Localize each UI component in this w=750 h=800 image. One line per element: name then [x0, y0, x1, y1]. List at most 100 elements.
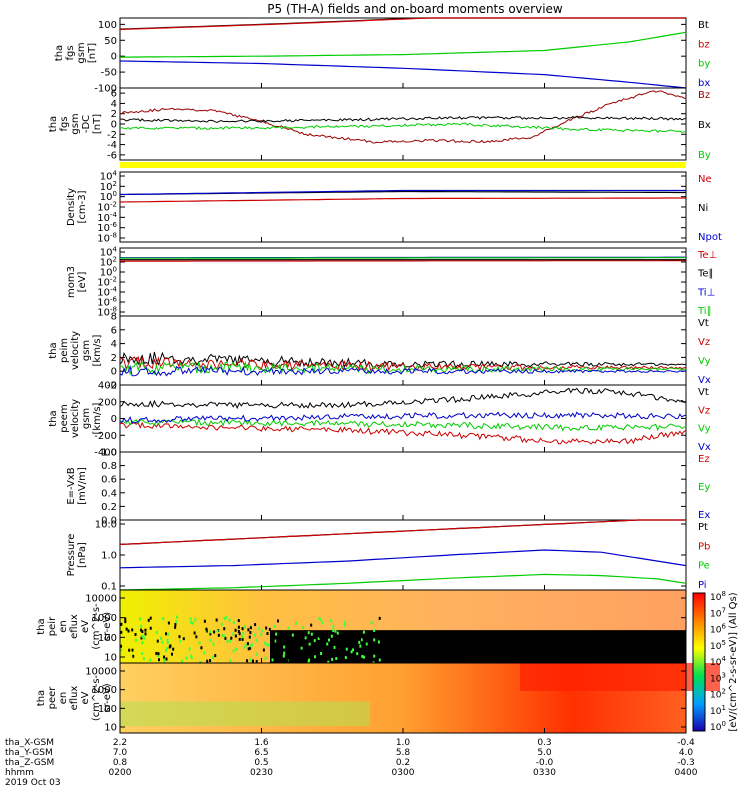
legend-ti: Ti∥: [697, 306, 712, 317]
ion-pixel: [203, 651, 206, 655]
legend-bx: bx: [698, 78, 710, 89]
y-axis-label: sr-eV): [102, 683, 113, 712]
ion-pixel: [209, 630, 212, 634]
ion-pixel: [306, 645, 309, 649]
series-line-vz: [119, 355, 687, 372]
colorbar-tick-label: 104: [710, 655, 726, 668]
ion-pixel: [182, 637, 185, 641]
xaxis-value: 2.2: [113, 738, 127, 748]
ion-pixel: [120, 622, 123, 626]
y-tick-label: 0: [111, 367, 117, 378]
ion-pixel: [172, 647, 175, 651]
ion-pixel: [149, 626, 152, 630]
xaxis-value: 0230: [250, 768, 273, 778]
ion-pixel: [249, 626, 252, 630]
y-tick-label: -6: [107, 150, 117, 161]
xaxis-value: 5.8: [396, 748, 411, 758]
y-tick-label: 100: [98, 20, 117, 31]
colorbar-tick-label: 107: [710, 606, 726, 619]
ion-pixel: [283, 645, 286, 649]
y-tick-label: 0.6: [101, 475, 117, 486]
y-tick-label: 200: [98, 397, 117, 408]
ion-pixel: [163, 659, 166, 663]
y-tick-label: 4: [111, 99, 117, 110]
ion-pixel: [165, 648, 168, 652]
series-line-vx: [119, 364, 687, 377]
electron-high-energy-band: [520, 663, 720, 691]
ion-pixel: [237, 619, 240, 623]
y-tick-label: 0.4: [101, 488, 117, 499]
xaxis-value: 0.2: [396, 758, 410, 768]
ion-pixel: [143, 636, 146, 640]
ion-pixel: [205, 627, 208, 631]
y-axis-label: peim: [59, 338, 70, 363]
ion-pixel: [336, 652, 339, 656]
ion-pixel: [134, 633, 137, 637]
ion-pixel: [284, 653, 287, 657]
ion-pixel: [255, 639, 258, 643]
panel-frame: [119, 315, 687, 386]
ion-pixel: [241, 627, 244, 631]
ion-pixel: [247, 628, 250, 632]
ion-pixel: [376, 631, 379, 635]
ion-pixel: [300, 649, 303, 653]
legend-bx: Bx: [698, 120, 711, 131]
legend-vy: Vy: [698, 356, 711, 367]
xaxis-value: 0.3: [537, 738, 551, 748]
xaxis-value: 1.0: [396, 738, 411, 748]
y-axis-label: (cm^2-s-: [91, 603, 102, 650]
ion-pixel: [276, 619, 279, 623]
y-tick-label: 10: [104, 723, 117, 734]
legend-by: by: [698, 59, 710, 70]
ion-pixel: [330, 634, 333, 638]
ion-pixel: [307, 660, 310, 664]
ion-pixel: [166, 638, 169, 642]
y-tick-label: -50: [101, 68, 117, 79]
ion-pixel: [244, 625, 247, 629]
y-tick-label: 0.2: [101, 502, 117, 513]
ion-pixel: [167, 632, 170, 636]
legend-vz: Vz: [698, 405, 710, 416]
xaxis-value: 0.5: [254, 758, 268, 768]
ion-pixel: [161, 640, 164, 644]
ion-pixel: [128, 648, 131, 652]
ion-pixel: [238, 632, 241, 636]
ion-pixel: [289, 632, 292, 636]
legend-by: By: [698, 150, 711, 161]
ion-pixel: [174, 625, 177, 629]
y-tick-label: 2: [111, 109, 117, 120]
ion-pixel: [332, 625, 335, 629]
ion-pixel: [361, 654, 364, 658]
y-axis-label: tha: [54, 45, 65, 61]
y-axis-label: E=-VxB: [66, 467, 77, 504]
ion-pixel: [234, 628, 237, 632]
ion-pixel: [344, 620, 347, 624]
y-tick-label: 4: [111, 339, 117, 350]
ion-pixel: [247, 647, 250, 651]
ion-pixel: [156, 639, 159, 643]
ion-pixel: [331, 654, 334, 658]
ion-pixel: [356, 652, 359, 656]
ion-pixel: [251, 643, 254, 647]
y-tick-label: -200: [94, 431, 117, 442]
y-tick-label: 6: [111, 325, 117, 336]
ion-pixel: [310, 623, 313, 627]
ion-pixel: [328, 638, 331, 642]
ion-pixel: [276, 639, 279, 643]
ion-pixel: [226, 639, 229, 643]
ion-pixel: [209, 639, 212, 643]
series-line-vy: [119, 418, 687, 432]
ion-pixel: [144, 628, 147, 632]
series-line-npot: [119, 189, 686, 196]
xaxis-value: -0.0: [536, 758, 554, 768]
y-axis-label: [nPa]: [77, 542, 88, 568]
legend-bz: bz: [698, 39, 710, 50]
y-tick-label: 100: [98, 633, 117, 644]
y-axis-label: sr-eV): [102, 612, 113, 641]
series-line-bx: [120, 116, 687, 124]
ion-pixel: [318, 635, 321, 639]
xaxis-value: 4.0: [679, 748, 694, 758]
series-line-vt: [119, 387, 687, 410]
ion-pixel: [361, 651, 364, 655]
